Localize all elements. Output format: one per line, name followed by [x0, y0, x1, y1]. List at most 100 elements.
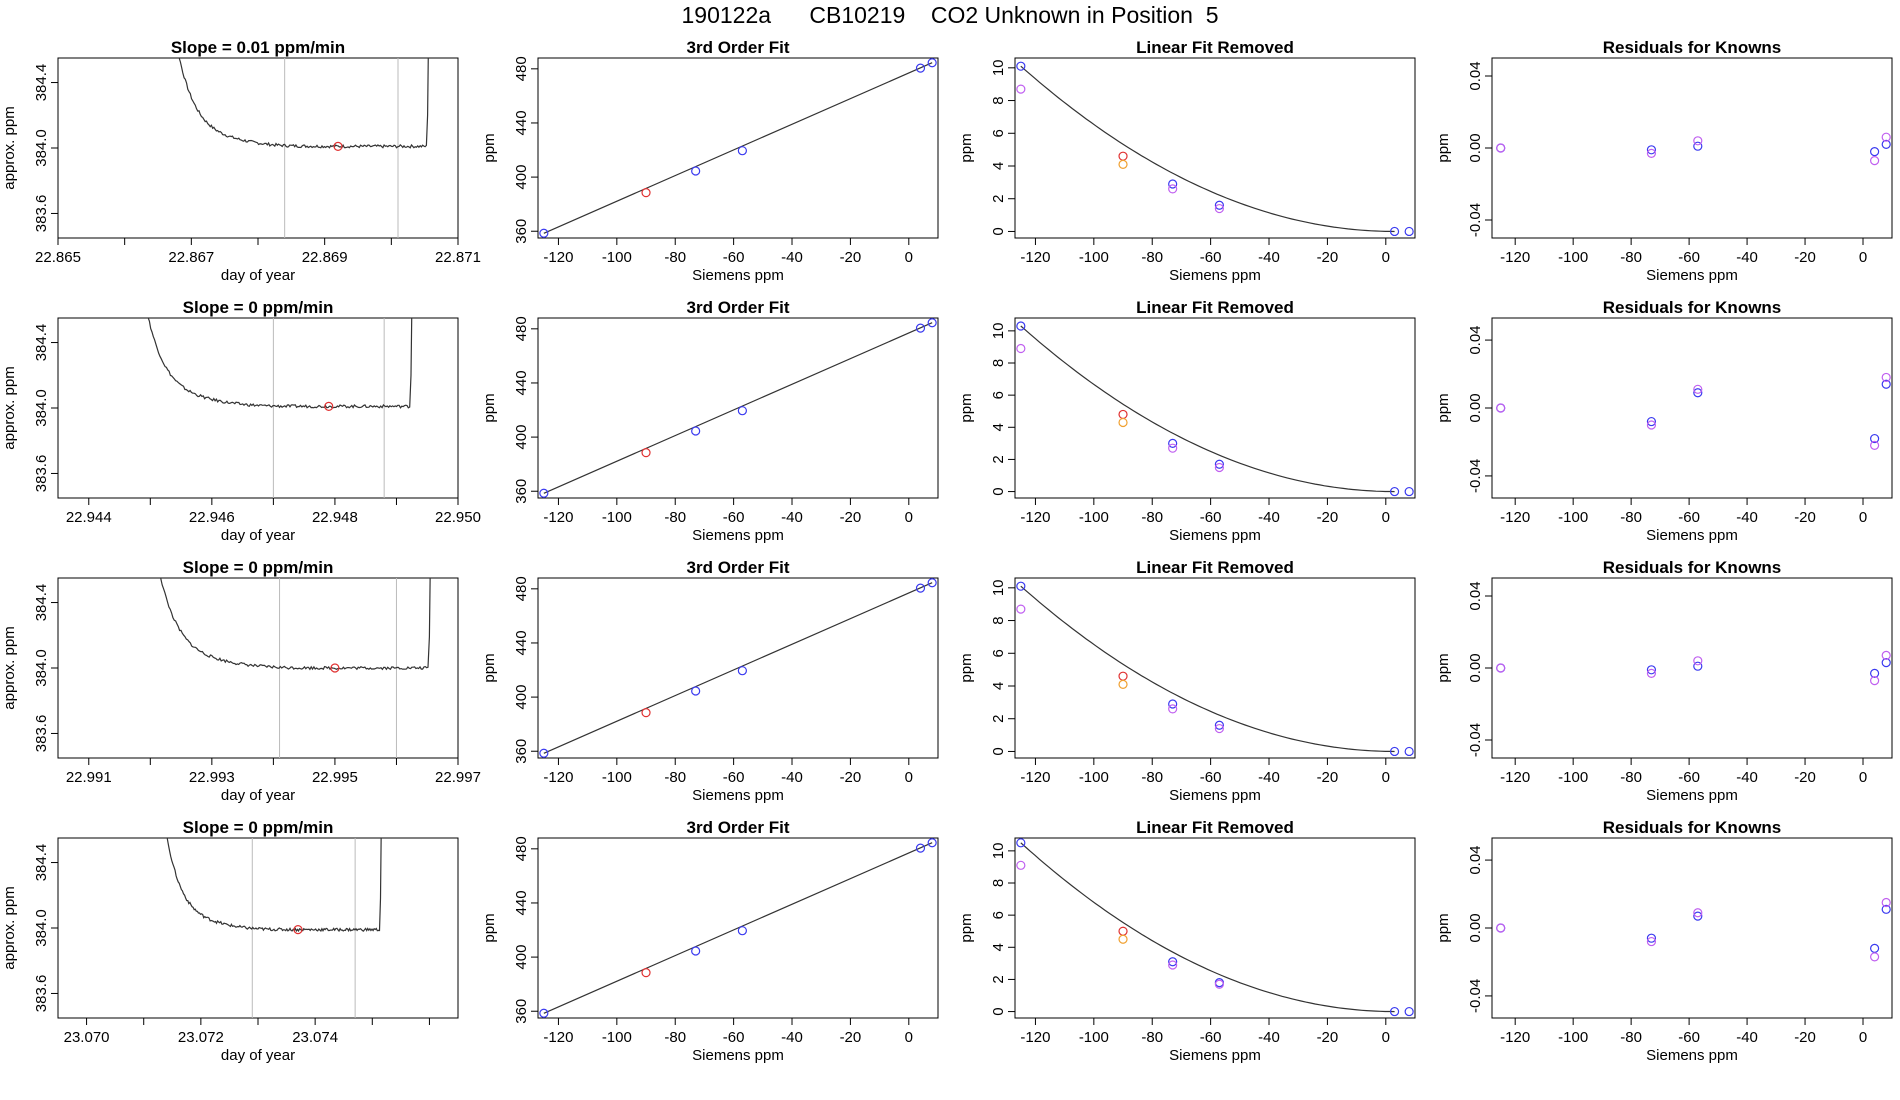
x-tick-label: -40 [781, 249, 803, 266]
plot-frame [57, 837, 459, 1019]
x-tick-label: -40 [1258, 509, 1280, 526]
y-axis-label: ppm [958, 653, 975, 682]
plot-area [1496, 372, 1891, 450]
data-point [1496, 923, 1506, 933]
chart-r3-c2: 3rd Order Fit Siemens ppm ppm -120 -100 -80 -6… [481, 558, 939, 804]
x-tick-label: -40 [1258, 249, 1280, 266]
x-tick-label: -120 [1500, 249, 1530, 266]
plot-area [160, 578, 431, 758]
data-point [1404, 1006, 1414, 1017]
data-point [1870, 433, 1880, 444]
data-point [915, 323, 926, 333]
fit-line [543, 582, 933, 754]
data-point [641, 448, 651, 458]
y-tick-label: -0.04 [1467, 723, 1484, 757]
x-tick-label: 22.997 [435, 769, 481, 786]
data-point [1214, 462, 1224, 473]
y-axis-label: approx. ppm [1, 626, 18, 709]
data-point [1389, 226, 1400, 237]
data-point [1881, 372, 1891, 383]
x-tick-label: -100 [602, 249, 632, 266]
data-point [927, 58, 937, 68]
y-tick-label: 0.00 [1467, 133, 1484, 162]
y-tick-label: 0.04 [1467, 325, 1484, 354]
y-tick-label: 0.00 [1467, 653, 1484, 682]
x-tick-label: -100 [1079, 249, 1109, 266]
x-tick-label: -20 [840, 509, 862, 526]
x-axis-label: Siemens ppm [692, 1047, 784, 1064]
data-point [1404, 226, 1414, 237]
data-point [1168, 179, 1178, 189]
y-tick-label: 4 [990, 423, 1007, 431]
fit-line [543, 322, 933, 494]
x-tick-label: 22.867 [168, 249, 214, 266]
x-tick-label: 23.070 [64, 1029, 110, 1046]
data-point [1496, 143, 1506, 153]
x-tick-label: 22.991 [66, 769, 112, 786]
data-point [1870, 952, 1880, 962]
plot-frame [1014, 577, 1416, 759]
x-tick-label: -60 [1200, 769, 1222, 786]
data-point [1881, 132, 1891, 142]
y-tick-label: 383.6 [33, 455, 50, 493]
data-point [539, 748, 549, 758]
x-tick-label: -120 [1020, 509, 1050, 526]
plot-frame [537, 317, 939, 499]
data-point [1881, 904, 1891, 914]
y-axis-label: approx. ppm [1, 366, 18, 449]
page-title: 190122a CB10219 CO2 Unknown in Position … [681, 2, 1219, 28]
y-tick-label: 480 [513, 836, 530, 861]
y-axis-label: ppm [1435, 393, 1452, 422]
plot-frame [1491, 57, 1893, 239]
x-axis-label: Siemens ppm [1169, 267, 1261, 284]
x-axis-label: Siemens ppm [1646, 527, 1738, 544]
fit-line [543, 62, 933, 234]
chart-r1-c1: Slope = 0.01 ppm/min day of year approx. p… [1, 38, 481, 284]
data-point [1168, 699, 1178, 709]
fit-curve [1020, 325, 1395, 493]
data-point [1214, 203, 1224, 214]
x-tick-label: -120 [543, 509, 573, 526]
data-point [1693, 136, 1703, 146]
data-point [641, 708, 651, 718]
y-tick-label: 400 [513, 425, 530, 450]
data-point [1693, 384, 1703, 394]
x-tick-label: -20 [840, 769, 862, 786]
x-tick-label: 0 [905, 769, 913, 786]
y-tick-label: 0 [990, 747, 1007, 755]
y-tick-label: 10 [990, 579, 1007, 596]
data-point [1118, 151, 1128, 161]
x-axis-label: day of year [221, 787, 295, 804]
data-point [1214, 200, 1224, 210]
y-axis-label: ppm [958, 393, 975, 422]
data-point [927, 318, 937, 328]
chart-title: Linear Fit Removed [1136, 818, 1294, 837]
x-tick-label: -100 [1558, 249, 1588, 266]
data-point [1693, 388, 1703, 398]
chart-r3-c3: Linear Fit Removed Siemens ppm ppm -120 -100… [958, 558, 1416, 804]
data-point [1168, 960, 1178, 970]
y-tick-label: 0 [990, 227, 1007, 235]
x-tick-label: -120 [1020, 1029, 1050, 1046]
chart-title: Slope = 0 ppm/min [183, 298, 334, 317]
trace-line [160, 578, 431, 671]
x-axis-label: Siemens ppm [692, 527, 784, 544]
x-tick-label: -20 [1317, 1029, 1339, 1046]
chart-title: Residuals for Knowns [1603, 298, 1782, 317]
x-tick-label: 22.950 [435, 509, 481, 526]
chart-title: Slope = 0 ppm/min [183, 818, 334, 837]
x-tick-label: -80 [1620, 249, 1642, 266]
x-tick-label: -80 [664, 1029, 686, 1046]
x-tick-label: -60 [1678, 1029, 1700, 1046]
y-tick-label: -0.04 [1467, 459, 1484, 493]
y-tick-label: 400 [513, 685, 530, 710]
x-tick-label: -20 [1794, 249, 1816, 266]
x-axis-label: day of year [221, 527, 295, 544]
x-tick-label: -40 [1258, 769, 1280, 786]
data-point [1389, 746, 1400, 757]
x-tick-label: 22.946 [189, 509, 235, 526]
chart-title: 3rd Order Fit [687, 38, 790, 57]
x-tick-label: 0 [1382, 769, 1390, 786]
data-point [1646, 933, 1657, 943]
y-tick-label: 8 [990, 616, 1007, 624]
